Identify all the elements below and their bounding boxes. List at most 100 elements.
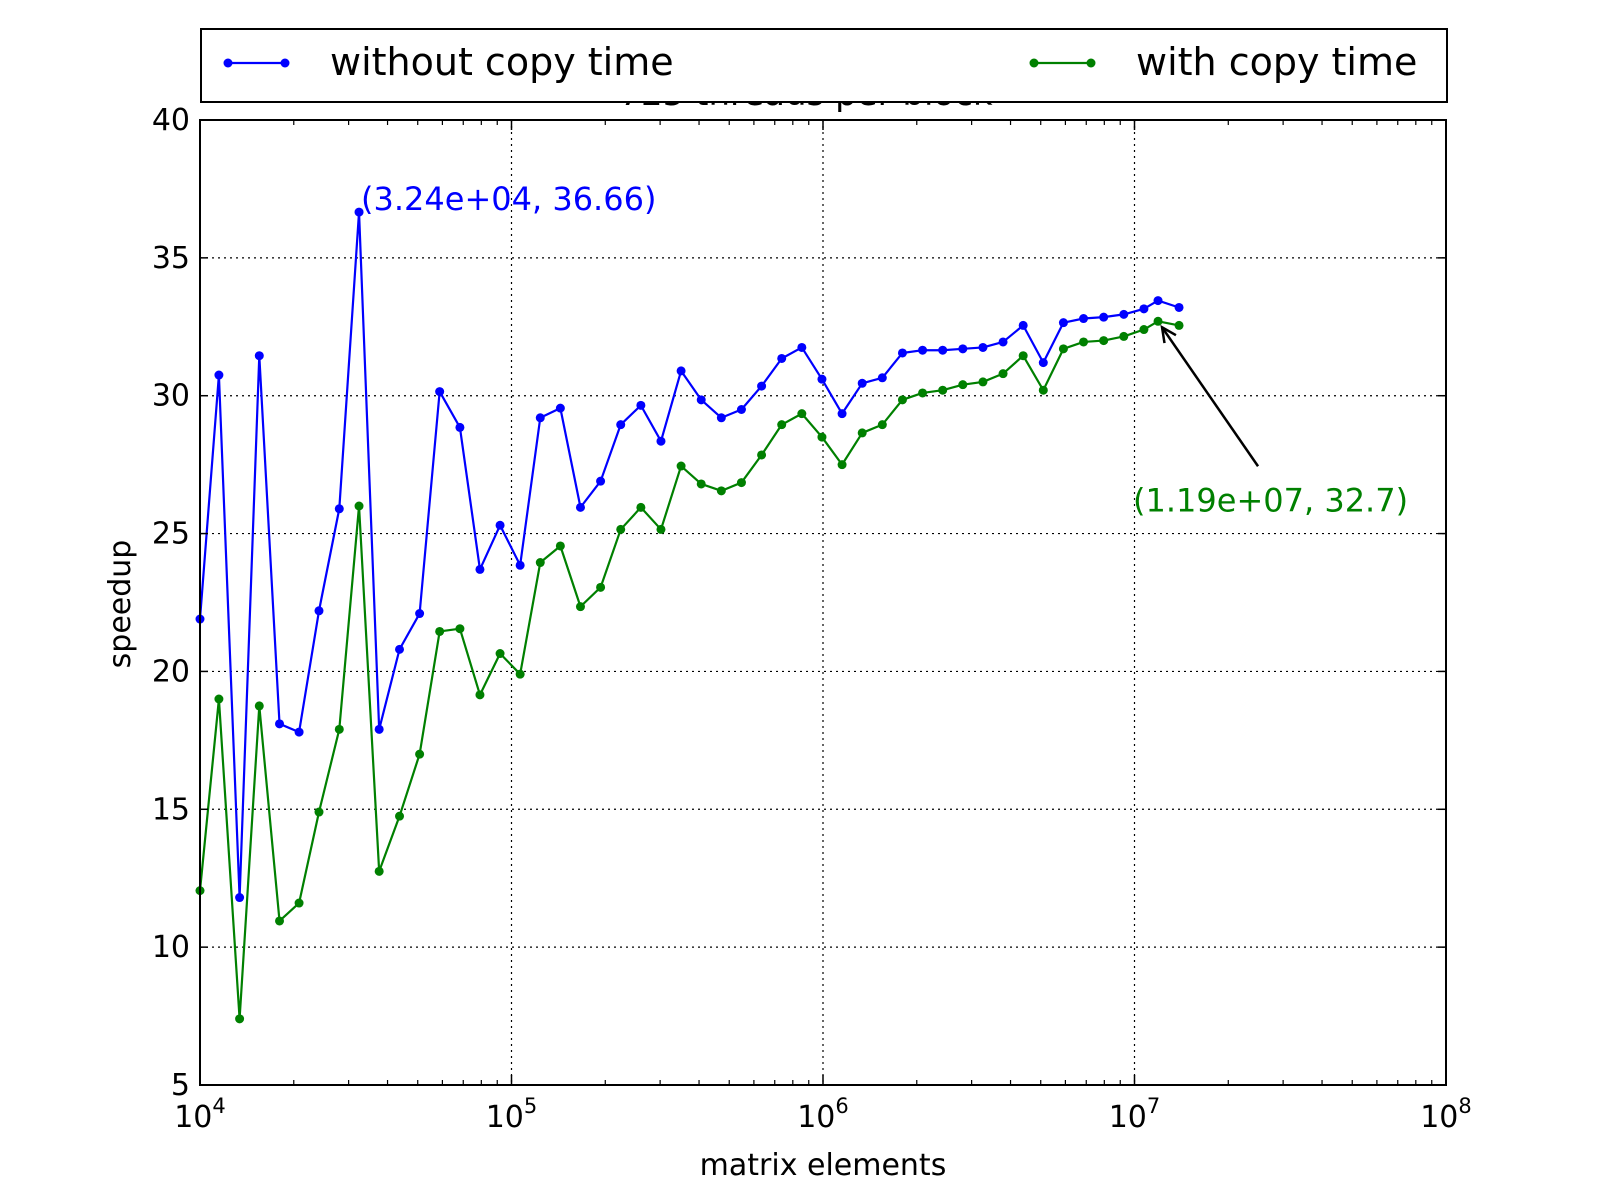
data-point-without-copy [1119,309,1129,319]
y-tick-label: 25 [152,517,190,552]
data-point-without-copy [374,724,384,734]
data-point-with-copy [475,690,485,700]
data-point-with-copy [395,811,405,821]
series-layer [195,207,1184,1024]
data-point-without-copy [495,520,505,530]
data-point-without-copy [1038,358,1048,368]
data-point-without-copy [294,727,304,737]
y-tick-label: 40 [152,103,190,138]
x-tick-label: 108 [1420,1094,1472,1135]
data-point-with-copy [1099,336,1109,346]
data-point-without-copy [475,564,485,574]
data-point-without-copy [535,413,545,423]
legend-label-without-copy: without copy time [330,40,674,84]
legend-marker-with-copy [1029,58,1039,68]
data-point-without-copy [395,644,405,654]
data-point-without-copy [575,502,585,512]
data-point-with-copy [616,524,626,534]
data-point-with-copy [757,450,767,460]
x-tick-label-base: 10 [1420,1100,1458,1135]
data-point-without-copy [877,373,887,383]
data-point-without-copy [1099,312,1109,322]
data-point-with-copy [575,602,585,612]
data-point-without-copy [435,387,445,397]
data-point-with-copy [837,460,847,470]
y-tick-label: 15 [152,792,190,827]
data-point-without-copy [656,436,666,446]
data-point-with-copy [958,380,968,390]
data-point-without-copy [455,422,465,432]
legend: without copy time with copy time [200,28,1448,103]
data-point-without-copy [555,403,565,413]
data-point-without-copy [897,348,907,358]
data-point-without-copy [616,420,626,430]
legend-label-with-copy: with copy time [1136,40,1417,84]
y-axis-label: speedup [103,540,138,669]
data-point-without-copy [817,374,827,384]
x-tick-label-base: 10 [1109,1100,1147,1135]
data-point-without-copy [1018,320,1028,330]
data-point-with-copy [374,866,384,876]
data-point-without-copy [235,893,245,903]
data-point-without-copy [797,342,807,352]
data-point-with-copy [777,420,787,430]
data-point-without-copy [736,405,746,414]
data-point-with-copy [435,626,445,636]
x-tick-label: 104 [174,1094,226,1135]
data-point-with-copy [555,541,565,551]
data-point-without-copy [314,606,324,616]
x-axis-label: matrix elements [700,1148,947,1183]
data-point-with-copy [857,428,867,438]
annotation-layer: (3.24e+04, 36.66) (1.19e+07, 32.7) [361,180,1408,519]
data-point-without-copy [757,381,767,391]
data-point-with-copy [1058,344,1068,354]
y-tick-label: 35 [152,241,190,276]
data-point-without-copy [857,378,867,388]
legend-marker-with-copy [1086,58,1096,68]
data-point-with-copy [636,502,646,512]
data-point-with-copy [1153,316,1163,326]
x-tick-label-base: 10 [797,1100,835,1135]
x-tick-label-exponent: 8 [1458,1094,1471,1118]
data-point-with-copy [294,898,304,908]
data-point-without-copy [978,342,988,352]
data-point-with-copy [254,701,264,711]
data-point-with-copy [354,501,364,511]
data-point-without-copy [676,366,686,376]
y-tick-label: 30 [152,379,190,414]
y-tick-label: 10 [152,930,190,965]
data-point-with-copy [314,807,324,817]
data-point-with-copy [495,649,505,659]
y-tick-label: 5 [171,1068,190,1103]
data-point-with-copy [656,524,666,534]
annotation-label: (3.24e+04, 36.66) [361,180,656,218]
data-point-with-copy [1038,385,1048,395]
data-point-without-copy [958,344,968,354]
data-point-without-copy [275,719,285,729]
data-point-without-copy [1058,318,1068,328]
legend-marker-without-copy [223,58,233,68]
data-point-with-copy [415,749,425,759]
data-point-with-copy [1174,320,1184,330]
data-point-without-copy [1153,296,1163,306]
data-point-without-copy [777,353,787,363]
data-point-with-copy [998,369,1008,379]
data-point-without-copy [938,345,948,355]
data-point-with-copy [235,1014,245,1024]
data-point-with-copy [696,479,706,489]
data-point-without-copy [998,337,1008,347]
data-point-with-copy [877,420,887,430]
data-point-with-copy [1139,325,1149,335]
data-point-without-copy [1174,302,1184,312]
data-point-without-copy [918,345,928,355]
data-point-with-copy [716,486,726,496]
data-point-with-copy [817,432,827,442]
data-point-without-copy [636,400,646,410]
data-point-without-copy [596,476,606,486]
x-tick-label-base: 10 [174,1100,212,1135]
data-point-with-copy [275,916,285,926]
data-point-with-copy [797,409,807,419]
data-point-with-copy [455,624,465,634]
